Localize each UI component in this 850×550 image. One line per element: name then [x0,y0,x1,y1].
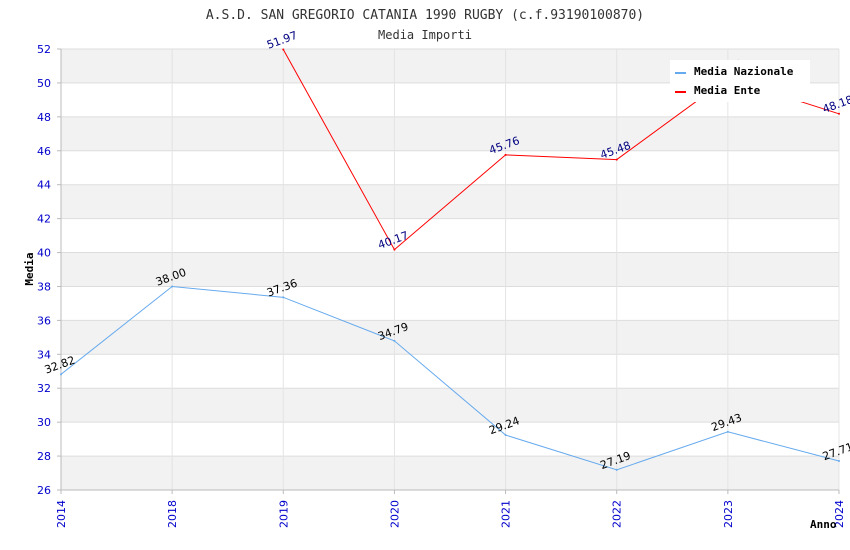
data-point [615,158,618,161]
y-tick-label: 38 [37,280,51,293]
data-point [504,153,507,156]
chart-title: A.S.D. SAN GREGORIO CATANIA 1990 RUGBY (… [206,8,644,23]
x-tick-label: 2019 [277,500,290,528]
y-tick-label: 34 [37,348,51,361]
data-point [838,459,840,462]
data-point [504,434,507,437]
series-line-0 [60,285,840,471]
y-tick-label: 42 [37,213,51,226]
plot-band [61,116,839,151]
x-axis-label: Anno [810,518,837,531]
x-tick-label: 2014 [55,500,68,528]
y-tick-label: 32 [37,382,51,395]
data-point [393,248,396,251]
x-tick-label: 2020 [388,500,401,528]
y-tick-label: 36 [37,314,51,327]
y-tick-labels: 26 28 30 32 34 36 38 40 42 44 46 48 50 52 [37,43,51,497]
legend: Media Nazionale Media Ente [670,60,810,102]
data-point [838,112,840,115]
data-point [726,430,729,433]
data-point [60,373,62,376]
y-tick-label: 46 [37,145,51,158]
axes [60,49,839,491]
plot-band [61,320,839,355]
y-tick-label: 44 [37,179,51,192]
x-tick-label: 2022 [611,500,624,528]
data-point [171,285,174,288]
x-tick-labels: 2014 2018 2019 2020 2021 2022 2023 2024 [55,500,846,528]
y-tick-label: 40 [37,247,51,260]
y-axis-label: Media [23,252,36,285]
data-point [282,296,285,299]
y-tick-label: 50 [37,77,51,90]
x-tick-label: 2021 [500,500,513,528]
data-label: 51.97 [265,29,299,52]
y-tick-label: 52 [37,43,51,56]
y-tick-label: 28 [37,450,51,463]
x-tick-label: 2024 [833,500,846,528]
data-point [615,468,618,471]
x-tick-label: 2018 [166,500,179,528]
legend-box [670,60,810,102]
legend-label-nazionale: Media Nazionale [694,65,794,78]
chart-subtitle: Media Importi [378,28,472,42]
y-tick-label: 48 [37,111,51,124]
y-tick-label: 26 [37,484,51,497]
data-point [393,339,396,342]
plot-band [61,252,839,287]
plot-band [61,456,839,490]
legend-label-ente: Media Ente [694,84,761,97]
y-tick-label: 30 [37,416,51,429]
x-tick-label: 2023 [722,500,735,528]
data-point [282,48,285,51]
plot-band [61,388,839,423]
